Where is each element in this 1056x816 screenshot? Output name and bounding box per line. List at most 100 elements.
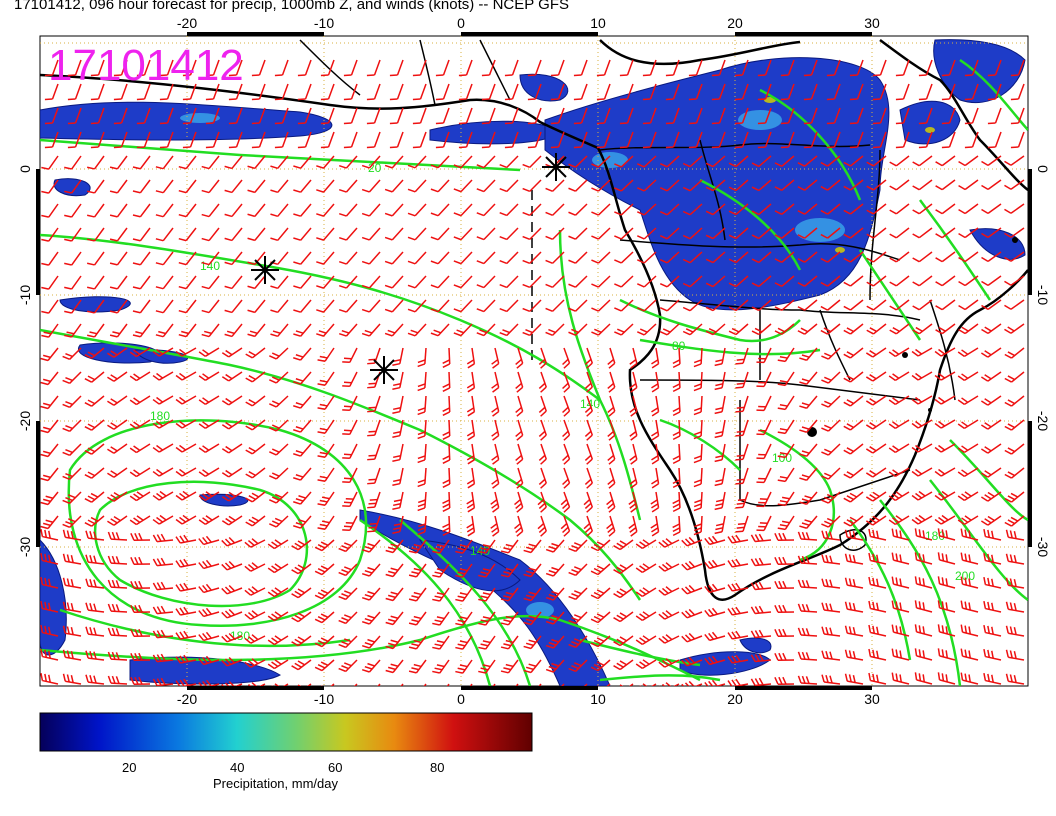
wind-barb <box>109 155 128 170</box>
wind-barb <box>500 611 519 626</box>
wind-barb <box>491 467 500 489</box>
wind-barb <box>672 395 681 417</box>
wind-barb <box>629 443 638 465</box>
wind-barb <box>316 275 335 289</box>
wind-barb <box>44 131 59 149</box>
wind-barb <box>274 131 289 149</box>
wind-barb <box>1010 131 1025 149</box>
wind-barb <box>389 83 404 101</box>
wind-barb <box>155 179 174 194</box>
wind-barb <box>591 179 611 192</box>
wind-barb <box>442 491 451 512</box>
wind-barb <box>155 203 174 218</box>
wind-barb <box>270 203 289 218</box>
wind-barb <box>228 107 243 125</box>
wind-barb <box>797 179 818 191</box>
wind-barb <box>727 558 749 568</box>
wind-barb <box>244 538 266 548</box>
wind-barb <box>714 371 726 391</box>
wind-barb <box>868 552 887 565</box>
wind-barb <box>85 578 105 589</box>
wind-barb <box>960 552 979 565</box>
wind-barb <box>478 635 496 650</box>
wind-barb <box>1005 577 1025 589</box>
wind-barb <box>316 299 335 313</box>
wind-barb <box>727 534 749 544</box>
wind-barb <box>466 443 476 465</box>
wind-barb <box>466 395 476 417</box>
wind-barb <box>85 650 105 661</box>
wind-barb <box>384 203 404 217</box>
wind-barb <box>269 347 289 360</box>
wind-barb <box>338 299 358 313</box>
wind-barb <box>293 395 312 409</box>
wind-barb <box>681 632 703 643</box>
wind-barb <box>41 227 59 242</box>
wind-barb <box>523 611 542 626</box>
wind-barb <box>983 528 1002 541</box>
wind-barb <box>293 155 312 169</box>
wind-barb <box>820 275 841 287</box>
wind-barb <box>865 419 887 430</box>
wind-barb <box>175 582 197 592</box>
wind-barb <box>297 107 312 125</box>
wind-barb <box>384 179 404 193</box>
wind-barb <box>799 395 818 409</box>
wind-barb <box>757 83 772 101</box>
wind-barb <box>591 155 611 168</box>
wind-barb <box>821 395 841 408</box>
wind-barb <box>980 515 1002 526</box>
wind-barb <box>865 515 887 526</box>
wind-barb <box>820 299 841 311</box>
wind-barb <box>693 347 703 368</box>
wind-barb <box>500 539 519 554</box>
wind-barb <box>888 515 910 526</box>
wind-barb <box>756 491 772 508</box>
wind-barb <box>342 491 358 508</box>
wind-barb <box>314 611 335 624</box>
wind-barb <box>221 347 243 358</box>
wind-barb <box>385 563 404 578</box>
wind-barb <box>316 155 335 169</box>
wind-barb <box>1004 395 1025 407</box>
wind-barb <box>777 419 795 435</box>
wind-barb <box>515 395 524 417</box>
wind-barb <box>651 395 660 417</box>
wind-barb <box>568 179 588 192</box>
wind-barb <box>891 648 910 661</box>
wind-barb <box>756 467 772 484</box>
wind-barb <box>911 443 933 453</box>
wind-barb <box>152 533 174 543</box>
wind-barb <box>799 371 818 385</box>
wind-barb <box>85 602 105 613</box>
wind-barb <box>130 580 151 590</box>
wind-barb <box>205 107 220 125</box>
wind-barb <box>688 131 703 149</box>
wind-barb <box>803 59 818 77</box>
wind-barb <box>672 347 681 369</box>
wind-barb <box>958 275 979 287</box>
wind-barb <box>178 155 197 170</box>
wind-barb <box>385 539 404 554</box>
wind-barb <box>198 631 220 642</box>
wind-barb <box>774 628 795 637</box>
wind-barb <box>935 203 956 215</box>
wind-barb <box>568 563 588 577</box>
wind-barb <box>821 674 841 685</box>
wind-barb <box>342 371 358 388</box>
wind-barb <box>175 630 197 640</box>
wind-barb <box>245 515 266 527</box>
pressure-center-markers <box>251 153 570 384</box>
figure-title: 17101412, 096 hour forecast for precip, … <box>14 0 569 13</box>
wind-barb <box>136 83 151 101</box>
wind-barb <box>476 323 496 337</box>
wind-barb <box>651 371 660 393</box>
wind-barb <box>891 600 910 613</box>
wind-barb <box>361 251 381 265</box>
x-tick-label: 10 <box>590 15 606 31</box>
wind-barb <box>182 59 197 77</box>
wind-barb <box>797 603 818 613</box>
wind-barb <box>658 682 680 686</box>
wind-barb <box>751 203 772 216</box>
wind-barb <box>109 323 128 338</box>
